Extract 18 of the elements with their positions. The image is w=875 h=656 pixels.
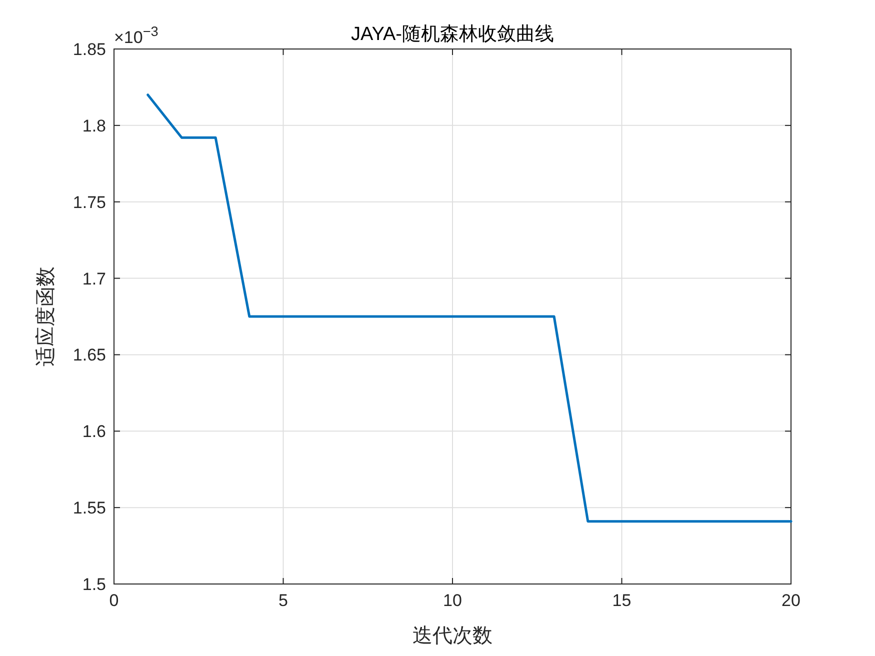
y-axis-title: 适应度函数 (33, 266, 57, 366)
x-tick-label: 15 (612, 591, 632, 610)
y-tick-label: 1.8 (82, 116, 106, 136)
y-tick-label: 1.6 (82, 422, 106, 442)
x-tick-label: 5 (278, 591, 288, 610)
y-tick-label: 1.5 (82, 575, 106, 594)
text: ×10$^{−3}$ (114, 24, 158, 47)
x-tick-label: 0 (109, 591, 119, 610)
y-tick-label: 1.85 (72, 40, 106, 59)
chart-title: JAYA-随机森林收敛曲线 (350, 24, 554, 45)
y-tick-label: 1.55 (72, 498, 106, 518)
x-tick-label: 20 (782, 591, 800, 610)
x-axis-title: 迭代次数 (412, 623, 492, 647)
y-tick-label: 1.65 (72, 346, 106, 365)
y-tick-label: 1.7 (82, 269, 106, 288)
x-tick-label: 10 (443, 591, 462, 610)
y-tick-label: 1.75 (72, 192, 106, 212)
line-series (146, 94, 792, 523)
